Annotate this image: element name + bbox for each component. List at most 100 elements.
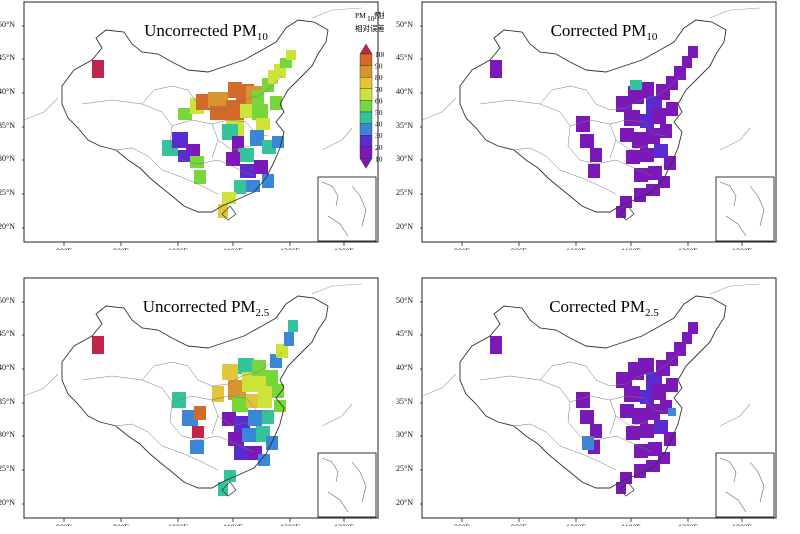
china-map: 80°E 90°E 100°E 110°E 120°E 130°E Corrected PM…	[418, 1, 777, 256]
lon-tick-label: 80°E	[454, 523, 470, 526]
legend-level-label: 80	[375, 73, 383, 82]
south-china-sea-inset	[715, 176, 775, 242]
grid-cell	[666, 102, 678, 116]
lon-tick-label: 100°E	[566, 523, 586, 526]
province-line	[567, 125, 597, 165]
legend-level-label: 10	[375, 154, 383, 163]
legend-swatch	[359, 111, 373, 124]
province-line	[585, 365, 627, 387]
grid-cell	[682, 332, 692, 344]
province-line	[211, 123, 251, 151]
grid-cell	[288, 320, 298, 332]
grid-cell	[616, 482, 626, 494]
grid-cell	[192, 426, 204, 438]
province-line	[169, 401, 199, 441]
lon-tick-label: 110°E	[621, 247, 641, 250]
grid-cell	[654, 144, 668, 158]
lon-tick-label: 110°E	[223, 523, 243, 526]
lon-tick-label: 120°E	[678, 247, 698, 250]
lat-tick-label: 25°N	[396, 188, 413, 197]
lon-tick-label: 100°E	[566, 247, 586, 250]
province-line	[625, 95, 657, 109]
grid-cell	[620, 128, 634, 142]
lat-tick-label: 30°N	[396, 154, 413, 163]
lat-tick-label: 40°N	[396, 87, 413, 96]
hainan-outline	[619, 481, 635, 497]
neighbor-border	[23, 283, 363, 427]
lat-tick-label: 20°N	[0, 222, 15, 231]
grid-cell	[284, 332, 294, 346]
grid-cell	[218, 204, 228, 218]
lat-tick-label: 20°N	[396, 498, 413, 507]
grid-cell	[646, 128, 660, 144]
province-line	[625, 371, 657, 385]
lon-tick-label: 90°E	[113, 523, 129, 526]
grid-cell	[646, 404, 660, 420]
grid-cell	[246, 180, 260, 192]
lat-tick-label: 45°N	[396, 53, 413, 62]
province-boundaries	[479, 75, 681, 195]
lon-tick-label: 90°E	[511, 523, 527, 526]
province-line	[211, 399, 251, 427]
province-boundaries	[81, 75, 283, 195]
panel-title: Corrected PM10	[551, 21, 658, 43]
lon-tick-label: 120°E	[280, 523, 300, 526]
grid-cell	[688, 46, 698, 58]
hainan-outline	[221, 481, 237, 497]
lon-tick-label: 130°E	[732, 247, 752, 250]
province-line	[141, 85, 189, 105]
grid-cell	[268, 70, 278, 84]
grid-cell	[590, 424, 602, 438]
south-china-sea-inset	[317, 452, 377, 518]
lat-tick-label: 20°N	[0, 498, 15, 507]
grid-cell	[640, 148, 654, 162]
lat-tick-label: 35°N	[396, 121, 413, 130]
country-boundary	[61, 19, 329, 213]
legend-swatch	[359, 134, 373, 147]
grid-cell	[252, 90, 264, 108]
grid-cell	[256, 118, 270, 130]
grid-cell	[626, 426, 640, 440]
province-line	[169, 125, 199, 165]
grid-cell	[266, 370, 278, 386]
map-panel-corrected-pm10: 80°E 90°E 100°E 110°E 120°E 130°E Corrected PM…	[396, 0, 782, 256]
legend-level-label: 30	[375, 131, 383, 140]
grid-cell	[240, 164, 256, 178]
grid-cell	[616, 206, 626, 218]
lat-tick-label: 20°N	[396, 222, 413, 231]
lon-tick-label: 80°E	[454, 247, 470, 250]
province-line	[559, 169, 617, 195]
legend-swatch	[359, 76, 373, 89]
lon-tick-label: 100°E	[168, 247, 188, 250]
grid-cell	[582, 436, 594, 450]
lon-tick-label: 130°E	[732, 523, 752, 526]
south-china-sea-inset	[317, 176, 377, 242]
lat-tick-label: 30°N	[396, 430, 413, 439]
grid-cell	[208, 92, 228, 108]
grid-cell	[274, 400, 286, 412]
grid-cell	[674, 342, 686, 356]
lat-tick-label: 40°N	[396, 363, 413, 372]
lat-tick-label: 50°N	[396, 20, 413, 29]
lat-tick-label: 30°N	[0, 154, 15, 163]
province-line	[539, 361, 587, 381]
country-boundary	[459, 19, 727, 213]
province-line	[187, 365, 229, 387]
legend-level-label: 60	[375, 96, 383, 105]
error-grid-cells	[92, 50, 296, 218]
lon-tick-label: 130°E	[334, 523, 354, 526]
legend-swatch	[359, 65, 373, 78]
grid-cell	[590, 148, 602, 162]
grid-cell	[576, 392, 590, 408]
grid-cell	[632, 408, 648, 424]
province-line	[539, 85, 587, 105]
province-line	[643, 397, 667, 413]
error-grid-cells	[490, 322, 698, 494]
grid-cell	[280, 58, 292, 68]
province-boundaries	[81, 351, 283, 471]
grid-cell	[228, 432, 244, 446]
lon-tick-label: 130°E	[334, 247, 354, 250]
panel-title: Uncorrected PM2.5	[143, 297, 270, 319]
grid-cell	[242, 428, 258, 442]
lat-tick-label: 50°N	[0, 296, 15, 305]
